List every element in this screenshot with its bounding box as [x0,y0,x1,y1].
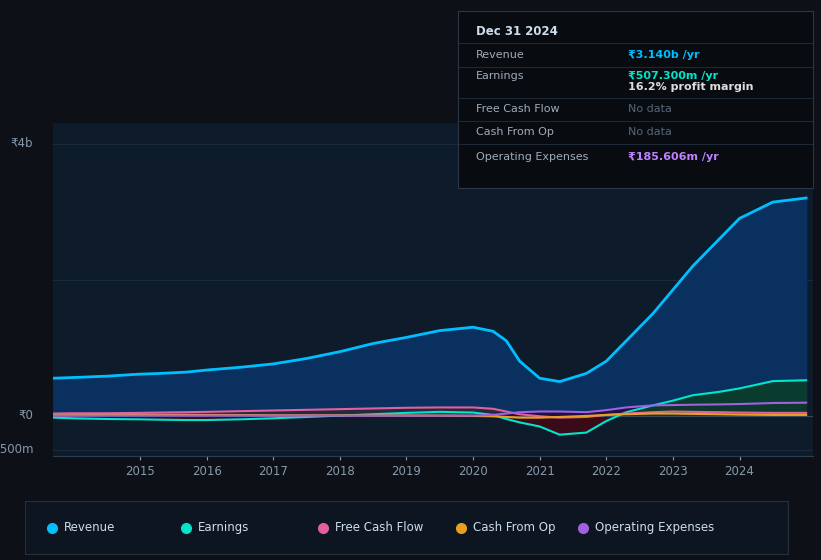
Text: Cash From Op: Cash From Op [476,127,553,137]
Text: ₹0: ₹0 [19,409,34,422]
Text: Earnings: Earnings [476,71,525,81]
Text: No data: No data [628,104,672,114]
Text: Cash From Op: Cash From Op [473,521,555,534]
Text: Revenue: Revenue [64,521,116,534]
Text: -₹500m: -₹500m [0,443,34,456]
Text: Free Cash Flow: Free Cash Flow [336,521,424,534]
Text: Dec 31 2024: Dec 31 2024 [476,25,557,38]
Text: No data: No data [628,127,672,137]
Text: ₹4b: ₹4b [11,137,34,150]
Text: Free Cash Flow: Free Cash Flow [476,104,559,114]
Text: Revenue: Revenue [476,50,525,60]
Text: ₹185.606m /yr: ₹185.606m /yr [628,152,719,162]
Text: ₹507.300m /yr: ₹507.300m /yr [628,71,718,81]
Text: 16.2% profit margin: 16.2% profit margin [628,82,754,92]
Text: ₹3.140b /yr: ₹3.140b /yr [628,50,699,60]
Text: Operating Expenses: Operating Expenses [476,152,588,162]
Text: Operating Expenses: Operating Expenses [595,521,714,534]
Text: Earnings: Earnings [198,521,250,534]
